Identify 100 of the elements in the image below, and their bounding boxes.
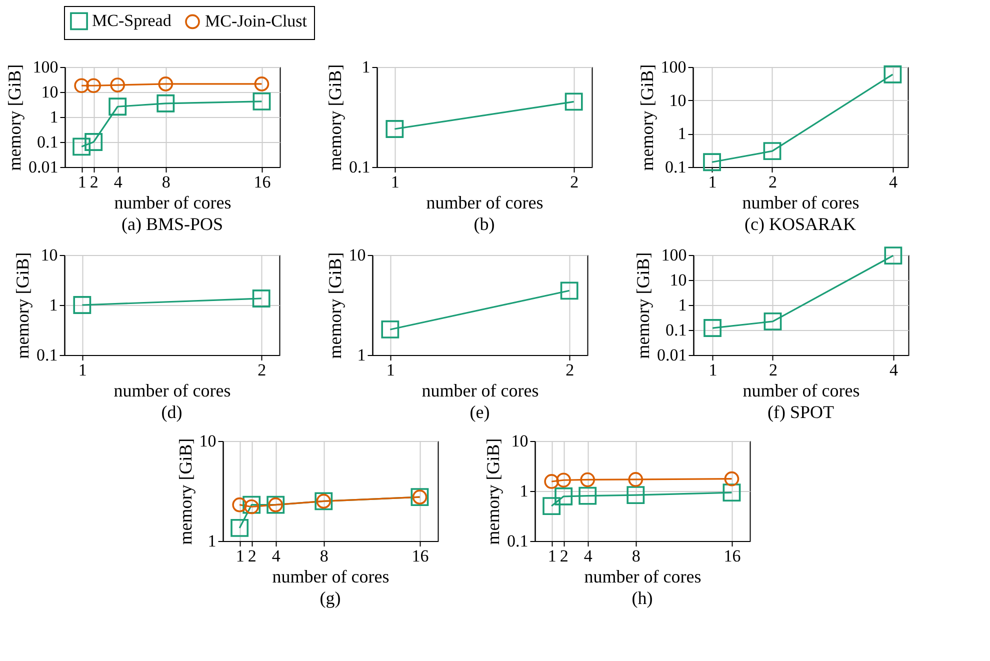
x-tick-label: 1 (78, 172, 86, 192)
text: (a) BMS-POS (121, 214, 224, 234)
point (252, 92, 271, 110)
x-tick-label: 8 (632, 546, 640, 566)
y-tick-label: 1 (678, 124, 686, 144)
x-axis-title: number of cores (422, 380, 539, 400)
x-tick-label: 1 (708, 360, 718, 380)
x-axis-title: number of cores (742, 380, 860, 400)
point (628, 472, 644, 487)
y-tick-label: 0.1 (666, 320, 687, 340)
x-tick-label: 1 (386, 360, 395, 380)
text: (d) (161, 402, 182, 422)
x-tick-label: 1 (236, 546, 244, 566)
point (86, 78, 101, 94)
point (554, 487, 573, 506)
y-tick-label: 1 (678, 296, 687, 314)
point (74, 78, 89, 94)
x-tick-label: 4 (114, 172, 123, 192)
x-axis-title: number of cores (584, 566, 702, 586)
y-tick-label: 10 (199, 432, 216, 450)
point (704, 319, 722, 337)
y-tick-label: 100 (661, 246, 687, 264)
y-axis-title: memory [GiB] (633, 252, 653, 359)
point (763, 142, 782, 160)
x-tick-label: 4 (584, 546, 593, 566)
x-axis-title: number of cores (272, 566, 390, 586)
point (556, 472, 571, 488)
y-tick-label: 1 (362, 58, 370, 76)
y-tick-label: 0.01 (657, 346, 687, 364)
y-tick-label: 0.1 (37, 132, 58, 152)
x-axis-title: number of cores (426, 192, 544, 212)
x-tick-label: 2 (768, 172, 777, 192)
x-tick-label: 2 (258, 360, 266, 380)
x-tick-label: 16 (724, 546, 741, 566)
y-tick-label: 100 (660, 58, 686, 76)
x-tick-label: 4 (888, 172, 898, 192)
point (254, 76, 270, 92)
y-axis-title: memory [GiB] (324, 252, 345, 359)
y-axis-title: memory [GiB] (325, 64, 345, 171)
x-tick-label: 1 (390, 172, 400, 192)
point (544, 474, 559, 489)
x-tick-label: 4 (272, 546, 281, 566)
y-tick-label: 100 (32, 58, 58, 76)
x-tick-label: 2 (570, 172, 579, 192)
point (110, 78, 126, 92)
point (232, 497, 247, 512)
y-tick-label: 1 (520, 482, 528, 500)
y-tick-label: 0.1 (36, 346, 58, 364)
point (722, 484, 741, 502)
legend-label: MC-Join-Clust (205, 12, 308, 31)
point (230, 519, 249, 537)
x-tick-label: 2 (768, 360, 778, 380)
y-tick-label: 10 (670, 270, 687, 290)
legend-label: MC-Spread (92, 11, 172, 30)
y-axis-title: memory [GiB] (483, 438, 503, 545)
x-tick-label: 16 (254, 172, 271, 192)
y-tick-label: 0.1 (665, 158, 686, 176)
point (724, 471, 740, 486)
point (703, 153, 721, 172)
y-tick-label: 0.01 (28, 158, 58, 176)
y-tick-label: 0.1 (507, 532, 528, 550)
text: (f) SPOT (768, 402, 834, 422)
y-tick-label: 10 (40, 246, 58, 264)
point (884, 246, 902, 265)
x-tick-label: 2 (90, 172, 98, 192)
y-tick-label: 10 (511, 432, 528, 450)
y-axis-title: memory [GiB] (12, 252, 32, 359)
x-axis-title: number of cores (742, 192, 860, 212)
y-tick-label: 1 (50, 108, 58, 126)
point (244, 499, 259, 514)
y-tick-label: 10 (348, 246, 366, 264)
y-tick-label: 1 (357, 346, 366, 364)
point (764, 312, 782, 330)
text: (h) (632, 588, 653, 608)
text: (g) (320, 588, 341, 608)
x-tick-label: 2 (248, 546, 256, 566)
point (158, 76, 174, 92)
y-axis-title: memory [GiB] (636, 64, 657, 171)
x-tick-label: 2 (566, 360, 574, 380)
x-tick-label: 1 (548, 546, 556, 566)
y-tick-label: 0.1 (349, 158, 370, 176)
x-tick-label: 16 (412, 546, 429, 566)
point (626, 486, 645, 504)
point (108, 98, 127, 116)
x-tick-label: 1 (708, 172, 717, 192)
x-tick-label: 8 (320, 546, 328, 566)
y-tick-label: 1 (49, 296, 58, 314)
point (242, 496, 261, 514)
point (580, 472, 596, 488)
y-tick-label: 10 (669, 90, 686, 110)
x-tick-label: 4 (889, 360, 898, 380)
x-tick-label: 2 (560, 546, 568, 566)
x-tick-label: 8 (162, 172, 170, 192)
text: (b) (474, 214, 495, 234)
y-tick-label: 10 (41, 82, 58, 102)
y-axis-title: memory [GiB] (4, 64, 24, 171)
x-axis-title: number of cores (114, 192, 232, 212)
text: (e) (470, 402, 490, 422)
y-axis-title: memory [GiB] (175, 438, 196, 545)
point (542, 497, 561, 516)
